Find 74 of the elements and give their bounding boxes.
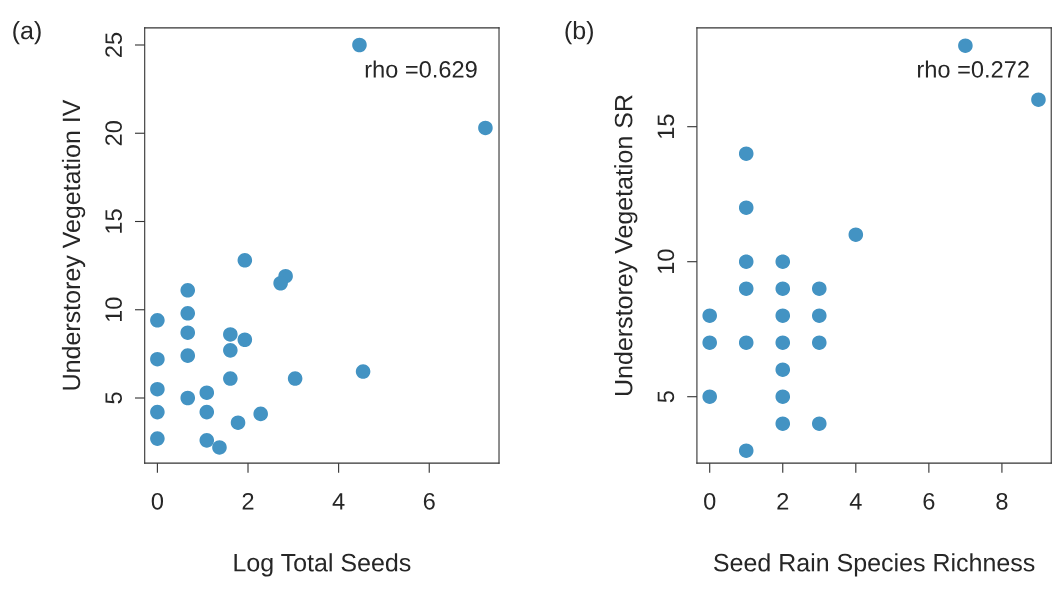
chart-title: (a): [13, 20, 41, 45]
point: [212, 440, 227, 455]
point: [223, 371, 238, 386]
point: [478, 120, 493, 136]
point: [702, 308, 717, 323]
point: [812, 281, 827, 296]
point: [150, 313, 165, 328]
point: [273, 275, 288, 291]
point: [180, 283, 196, 298]
x-tick-label: 2: [242, 492, 254, 510]
point: [199, 404, 215, 420]
point: [812, 416, 827, 431]
point: [150, 431, 165, 446]
point: [702, 335, 717, 350]
point: [230, 415, 246, 430]
point: [775, 389, 791, 404]
point: [775, 281, 791, 296]
x-tick-label: 4: [332, 493, 345, 510]
point: [150, 381, 165, 397]
x-axis-title: Log Total Seeds: [234, 553, 411, 577]
y-axis-title: Understorey Vegetation SR: [614, 95, 638, 396]
point: [738, 146, 754, 161]
point: [180, 325, 196, 340]
y-tick-label: 20: [105, 121, 122, 146]
point: [848, 227, 864, 242]
point: [180, 348, 196, 363]
point: [180, 390, 196, 406]
x-tick-label: 2: [777, 492, 789, 510]
x-axis-title: Seed Rain Species Richness: [714, 553, 1035, 577]
y-tick-label: 25: [105, 32, 122, 57]
point: [812, 308, 827, 323]
y-tick-label: 10: [657, 249, 675, 274]
point: [775, 254, 791, 269]
y-tick-label: 5: [657, 391, 675, 403]
point: [223, 327, 238, 342]
point: [150, 351, 165, 367]
annotation: rho =0.272: [917, 60, 1029, 78]
point: [199, 385, 215, 400]
point: [738, 200, 754, 215]
point: [958, 38, 973, 53]
point: [738, 443, 754, 458]
annotation: rho =0.629: [365, 60, 477, 78]
point: [150, 404, 165, 420]
point: [352, 37, 367, 53]
point: [775, 416, 791, 431]
point: [199, 433, 215, 448]
y-tick-label: 15: [657, 114, 675, 139]
point: [287, 371, 303, 386]
chart-title: (b): [565, 20, 593, 45]
point: [775, 335, 791, 350]
point: [223, 343, 238, 358]
y-tick-label: 15: [105, 209, 122, 233]
point: [237, 253, 253, 268]
point: [738, 335, 754, 350]
point: [738, 254, 754, 269]
point: [775, 308, 791, 323]
x-tick-label: 6: [423, 492, 435, 510]
point: [812, 335, 827, 350]
y-axis-title: Understorey Vegetation IV: [61, 99, 86, 390]
x-tick-label: 4: [849, 493, 862, 510]
point: [180, 306, 196, 321]
y-tick-label: 10: [105, 297, 122, 322]
x-tick-label: 0: [704, 492, 716, 510]
y-tick-label: 5: [105, 392, 122, 404]
point: [702, 389, 717, 404]
point: [738, 281, 754, 296]
point: [237, 332, 253, 348]
point: [253, 406, 268, 422]
point: [1031, 92, 1046, 107]
x-tick-label: 0: [151, 492, 164, 510]
point: [775, 362, 791, 377]
x-tick-label: 8: [996, 492, 1008, 510]
point: [355, 364, 371, 379]
x-tick-label: 6: [923, 492, 935, 510]
